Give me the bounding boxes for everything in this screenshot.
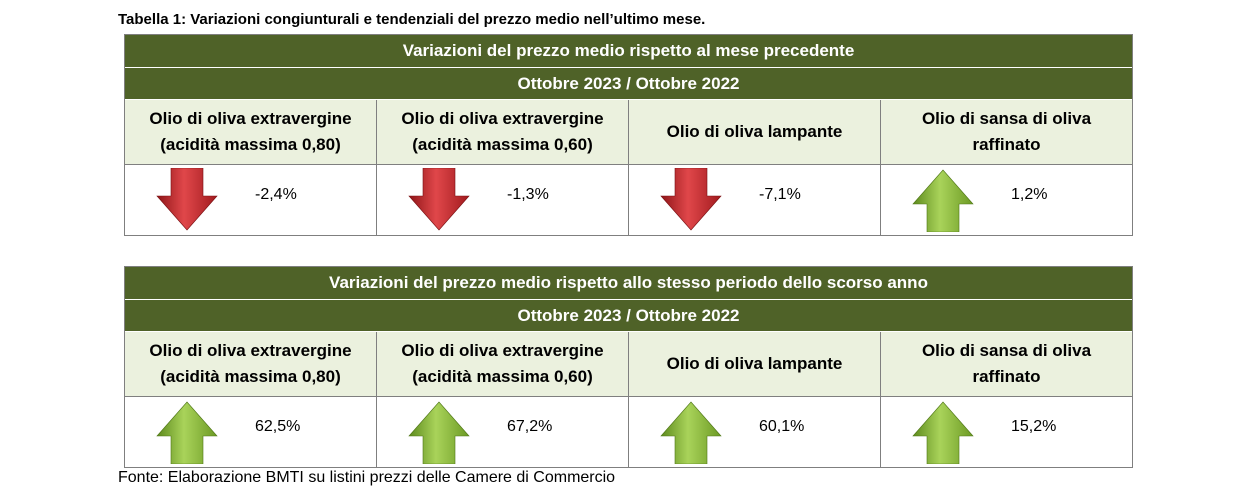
product-header-cell: Olio di oliva lampante — [629, 100, 881, 165]
product-header-cell: Olio di oliva extravergine (acidità massi… — [125, 332, 377, 397]
product-name: Olio di oliva extravergine — [401, 341, 604, 360]
arrow-up-icon — [156, 401, 218, 464]
product-header-row: Olio di oliva extravergine (acidità massi… — [125, 100, 1132, 165]
product-name: Olio di oliva extravergine — [149, 109, 352, 128]
product-spec: (acidità massima 0,60) — [412, 367, 593, 386]
product-header-cell: Olio di oliva lampante — [629, 332, 881, 397]
table-period: Ottobre 2023 / Ottobre 2022 — [125, 300, 1132, 332]
product-spec: (acidità massima 0,80) — [160, 367, 341, 386]
product-name: Olio di sansa di oliva — [921, 109, 1092, 128]
product-header-cell: Olio di sansa di oliva raffinato — [881, 100, 1132, 165]
arrow-up-icon — [912, 401, 974, 464]
variation-value: -7,1% — [759, 186, 801, 203]
variation-value: 60,1% — [759, 418, 805, 435]
arrow-down-icon — [156, 168, 218, 231]
variation-cell: 1,2% — [881, 165, 1132, 235]
arrow-up-icon — [408, 401, 470, 464]
variation-cell: -1,3% — [377, 165, 629, 235]
table-title: Variazioni del prezzo medio rispetto al … — [125, 35, 1132, 68]
variation-value: 67,2% — [507, 418, 553, 435]
variation-value: 62,5% — [255, 418, 301, 435]
variation-value: 15,2% — [1011, 418, 1057, 435]
arrow-down-icon — [408, 168, 470, 231]
variation-cell: -7,1% — [629, 165, 881, 235]
product-header-row: Olio di oliva extravergine (acidità massi… — [125, 332, 1132, 397]
product-name: Olio di oliva lampante — [666, 122, 843, 141]
yearly-variation-table: Variazioni del prezzo medio rispetto all… — [124, 266, 1133, 468]
variation-value: -2,4% — [255, 186, 297, 203]
variation-cell: 60,1% — [629, 397, 881, 467]
product-name: Olio di sansa di oliva — [921, 341, 1092, 360]
source-note: Fonte: Elaborazione BMTI su listini prez… — [118, 469, 616, 486]
product-spec: (acidità massima 0,80) — [160, 135, 341, 154]
variation-row: 62,5% 67,2% 60,1% 15,2% — [125, 397, 1132, 467]
variation-value: 1,2% — [1011, 186, 1048, 203]
product-header-cell: Olio di sansa di oliva raffinato — [881, 332, 1132, 397]
variation-row: -2,4% -1,3% -7,1% 1,2% — [125, 165, 1132, 235]
product-header-cell: Olio di oliva extravergine (acidità massi… — [125, 100, 377, 165]
product-spec: raffinato — [972, 135, 1041, 154]
table-period: Ottobre 2023 / Ottobre 2022 — [125, 68, 1132, 100]
product-spec: (acidità massima 0,60) — [412, 135, 593, 154]
table-caption: Tabella 1: Variazioni congiunturali e te… — [118, 11, 706, 28]
product-header-cell: Olio di oliva extravergine (acidità massi… — [377, 332, 629, 397]
product-header-cell: Olio di oliva extravergine (acidità massi… — [377, 100, 629, 165]
arrow-up-icon — [912, 169, 974, 232]
table-title: Variazioni del prezzo medio rispetto all… — [125, 267, 1132, 300]
variation-cell: 62,5% — [125, 397, 377, 467]
monthly-variation-table: Variazioni del prezzo medio rispetto al … — [124, 34, 1133, 236]
variation-cell: -2,4% — [125, 165, 377, 235]
product-spec: raffinato — [972, 367, 1041, 386]
variation-cell: 67,2% — [377, 397, 629, 467]
arrow-down-icon — [660, 168, 722, 231]
variation-value: -1,3% — [507, 186, 549, 203]
arrow-up-icon — [660, 401, 722, 464]
product-name: Olio di oliva extravergine — [149, 341, 352, 360]
product-name: Olio di oliva extravergine — [401, 109, 604, 128]
product-name: Olio di oliva lampante — [666, 354, 843, 373]
variation-cell: 15,2% — [881, 397, 1132, 467]
